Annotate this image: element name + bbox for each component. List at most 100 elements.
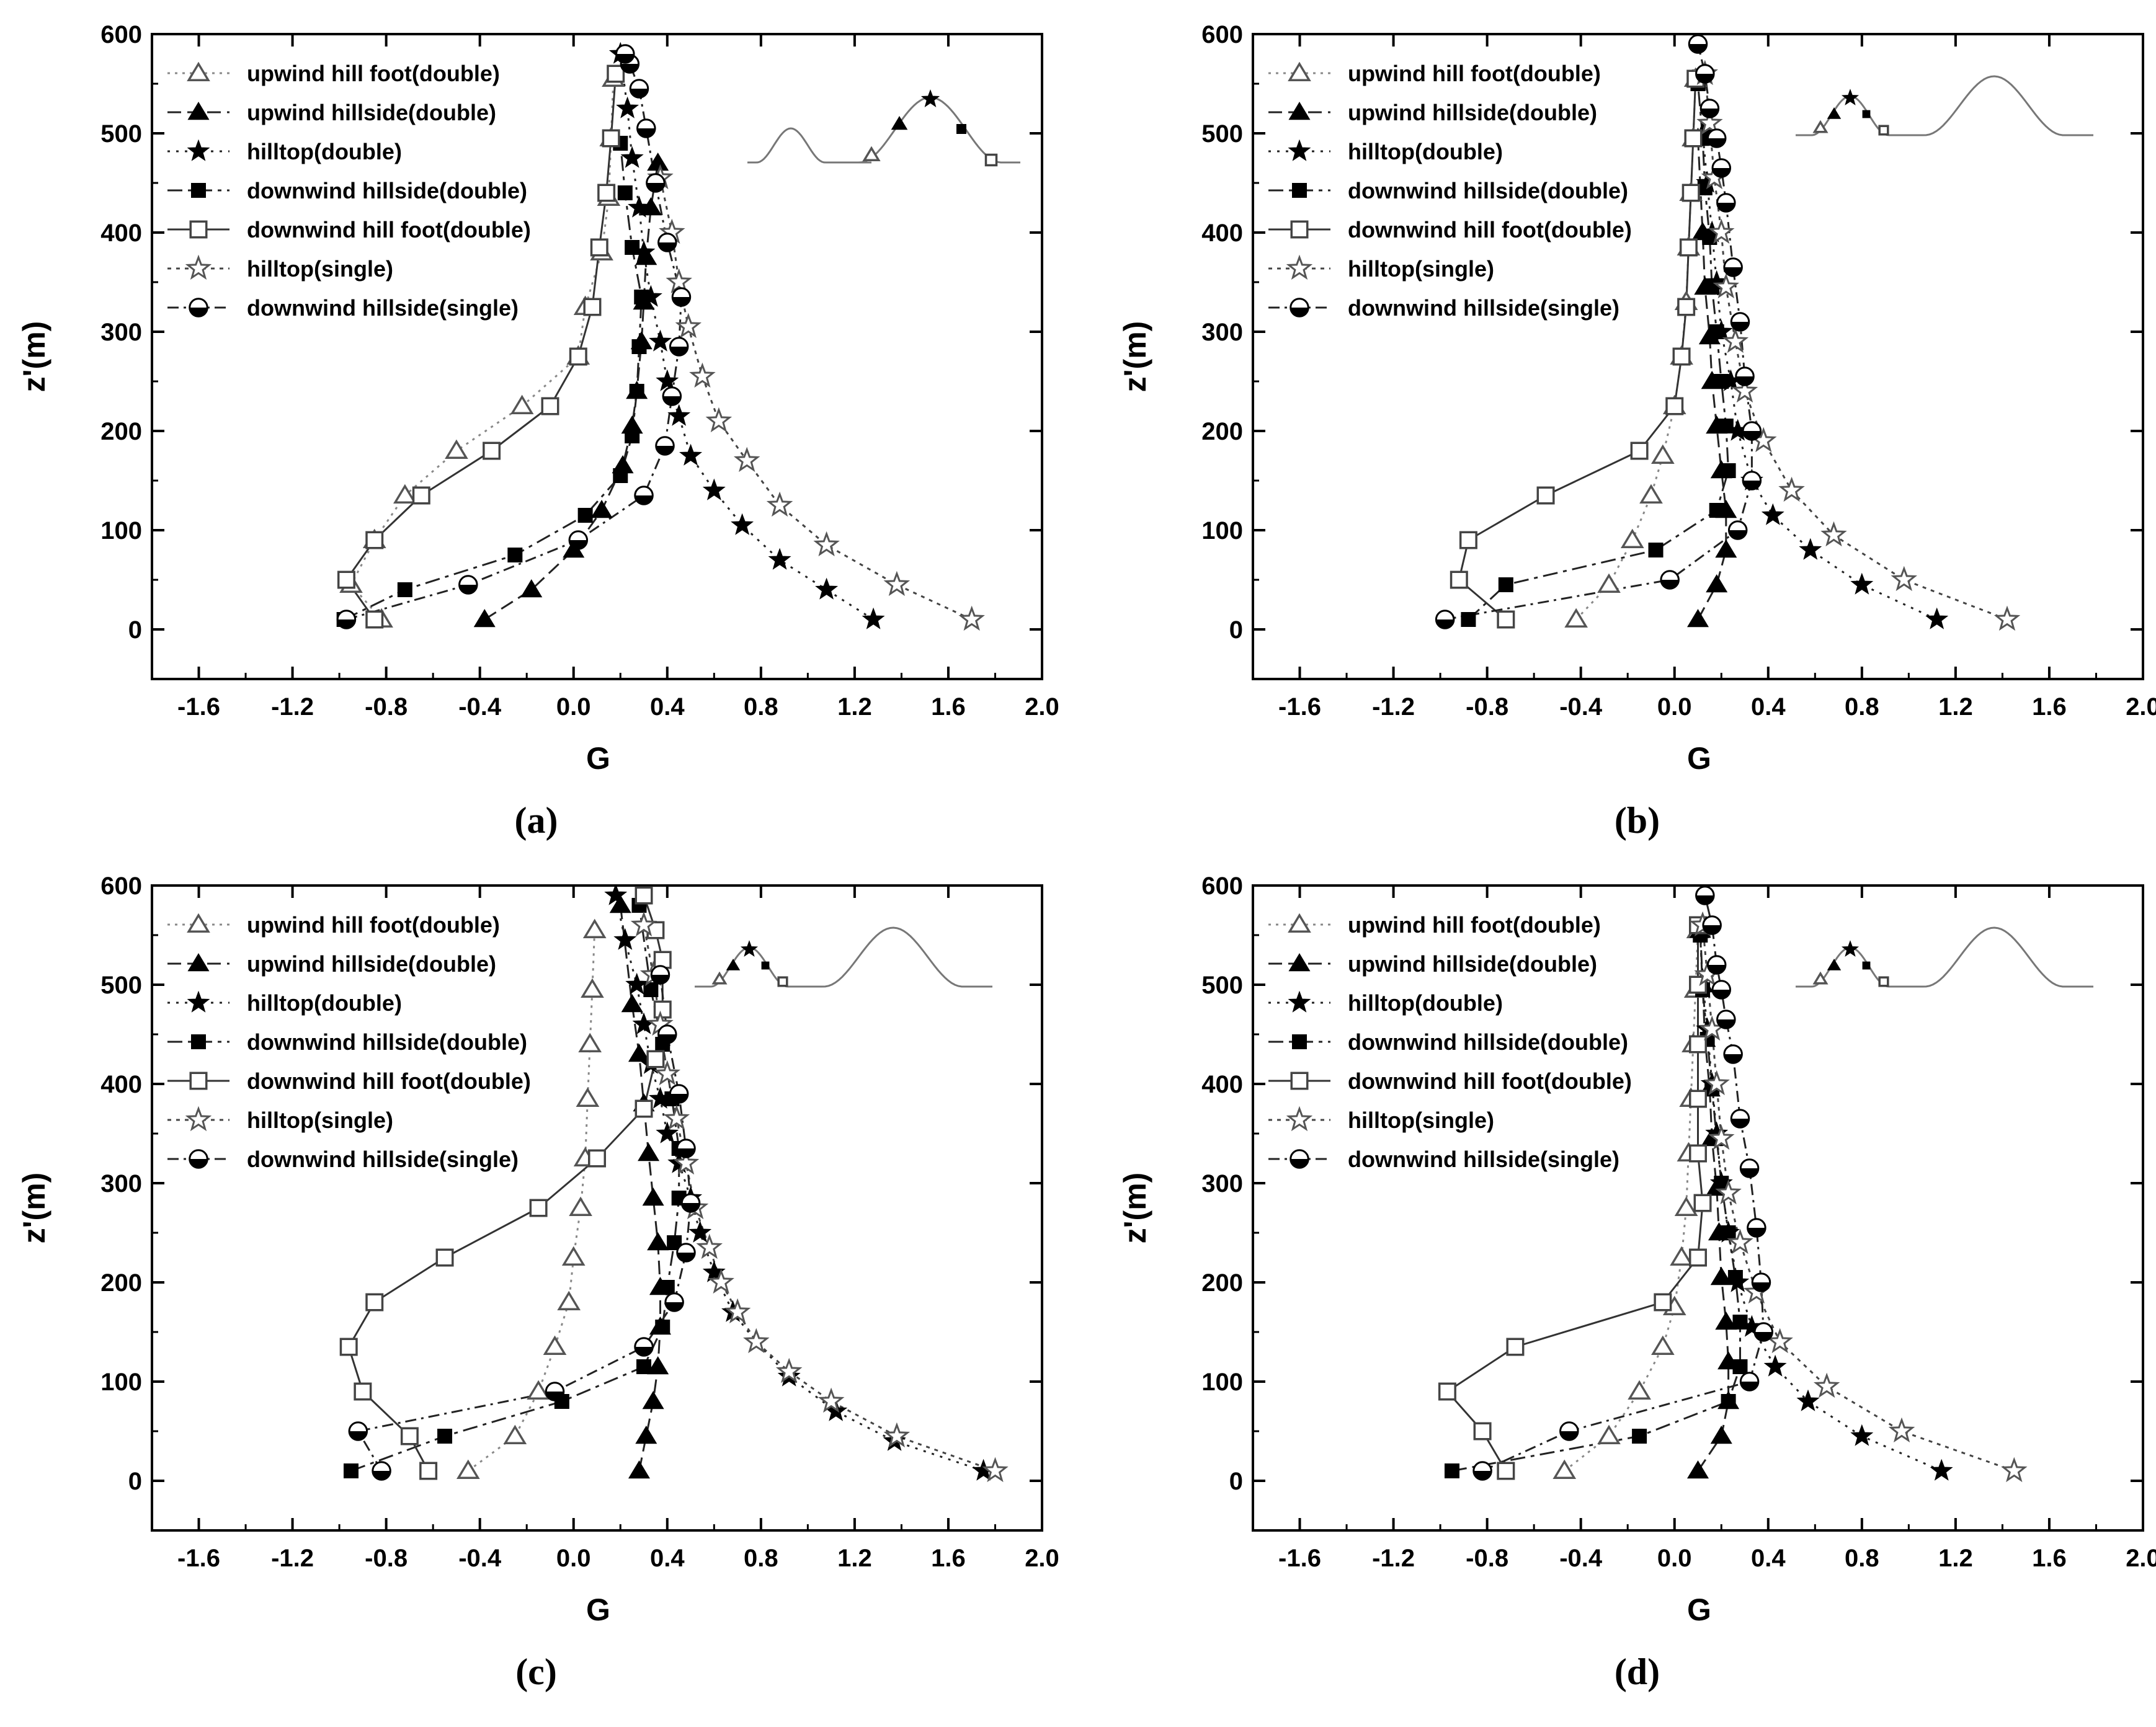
data-point (1710, 1267, 1732, 1285)
legend-marker-half (189, 1159, 208, 1168)
data-point (343, 1463, 359, 1478)
data-point (1710, 1426, 1732, 1444)
data-point (636, 1359, 652, 1374)
y-tick-label: 500 (100, 120, 142, 148)
x-tick-label: -0.4 (1559, 1545, 1603, 1572)
data-point (1689, 1248, 1707, 1267)
data-point (354, 1382, 372, 1401)
data-point (1702, 915, 1722, 935)
inset-marker (1862, 110, 1871, 118)
data-point (1497, 610, 1515, 629)
data-point (1721, 1394, 1736, 1409)
inset-target-hill (853, 96, 1020, 164)
x-tick-label: 0.4 (1751, 693, 1786, 721)
data-point (1699, 99, 1720, 118)
data-point (702, 478, 726, 500)
x-tick-label: 0.8 (1845, 1545, 1879, 1572)
data-point (1651, 1335, 1675, 1355)
panel-label: (b) (1615, 800, 1660, 841)
x-tick-label: 1.2 (837, 693, 872, 721)
data-point (510, 394, 534, 414)
y-tick-label: 200 (100, 1269, 142, 1297)
x-tick-label: 2.0 (2126, 1545, 2156, 1572)
data-point (604, 886, 628, 905)
data-point (817, 1387, 845, 1413)
data-point-half (682, 1203, 700, 1212)
inset-marker (1862, 961, 1871, 970)
y-tick-label: 200 (100, 418, 142, 445)
data-point (1682, 184, 1700, 202)
legend-marker (1290, 1072, 1309, 1090)
data-point (1689, 1144, 1707, 1163)
x-tick-label: -1.2 (271, 1545, 314, 1572)
data-point (1709, 503, 1724, 518)
y-tick-label: 400 (100, 220, 142, 247)
legend-entry: downwind hillside(single) (247, 295, 519, 321)
data-point (1761, 503, 1784, 525)
y-tick-label: 400 (1201, 1071, 1243, 1098)
data-point-half (677, 1148, 695, 1158)
y-tick-label: 300 (1201, 319, 1243, 346)
data-point (507, 548, 523, 562)
y-tick-label: 300 (100, 1170, 142, 1197)
x-tick-label: -1.6 (177, 693, 220, 721)
data-point (1888, 1417, 1915, 1443)
data-point (1704, 280, 1720, 295)
legend-marker (1292, 183, 1307, 198)
x-axis-label: G (1687, 1592, 1711, 1627)
data-point (676, 1243, 696, 1263)
data-point (583, 298, 602, 316)
data-point-half (670, 347, 688, 356)
data-point (527, 1380, 550, 1400)
data-point (1686, 1460, 1709, 1479)
data-point (543, 1335, 567, 1355)
data-point (638, 1143, 660, 1161)
data-point (1721, 463, 1736, 478)
x-tick-label: -1.6 (1278, 1545, 1321, 1572)
data-point (655, 1320, 670, 1334)
legend-marker-half (1290, 308, 1309, 317)
legend: upwind hill foot(double) upwind hillside(… (1268, 912, 1632, 1172)
data-point (1660, 570, 1680, 590)
inset-upstream-hill (747, 127, 871, 164)
legend-marker (189, 298, 208, 317)
legend-entry: upwind hillside(double) (247, 951, 496, 977)
data-point (656, 1121, 679, 1143)
data-point (541, 397, 559, 415)
chart-panel: -1.6 -1.2 -0.8 -0.4 0.0 0.4 0.8 1.2 1.6 2.0 0 100 20… (17, 21, 1059, 841)
x-tick-label: 0.0 (556, 693, 591, 721)
data-point (653, 951, 672, 969)
data-point (1672, 347, 1691, 366)
data-point (635, 1426, 657, 1444)
data-point (635, 1099, 653, 1118)
data-point (657, 1024, 677, 1044)
x-tick-label: -0.4 (458, 693, 502, 721)
x-tick-label: -0.8 (365, 1545, 408, 1572)
legend-entry: hilltop(single) (247, 1108, 393, 1133)
data-point-half (677, 1253, 695, 1262)
data-point (617, 185, 633, 200)
data-point (412, 486, 430, 505)
data-point (1708, 218, 1735, 244)
data-point (646, 173, 666, 193)
y-tick-label: 100 (100, 1369, 142, 1396)
data-point (642, 1188, 664, 1206)
data-point (705, 407, 733, 433)
inset-marker (1812, 971, 1829, 985)
data-point-half (1708, 965, 1726, 974)
data-point-half (1747, 1228, 1766, 1237)
data-point (669, 337, 689, 357)
data-point (1498, 577, 1513, 592)
data-point-half (372, 1471, 391, 1480)
data-point (372, 1461, 391, 1481)
x-tick-label: -0.8 (365, 693, 408, 721)
data-point (883, 570, 911, 597)
x-tick-label: 1.2 (1938, 693, 1973, 721)
data-point (1850, 1424, 1874, 1446)
data-point (1993, 605, 2021, 631)
data-point (1552, 1459, 1577, 1479)
x-tick-label: 0.4 (650, 693, 685, 721)
data-point (1732, 1315, 1748, 1330)
y-tick-label: 300 (1201, 1170, 1243, 1197)
legend-marker (185, 254, 212, 280)
